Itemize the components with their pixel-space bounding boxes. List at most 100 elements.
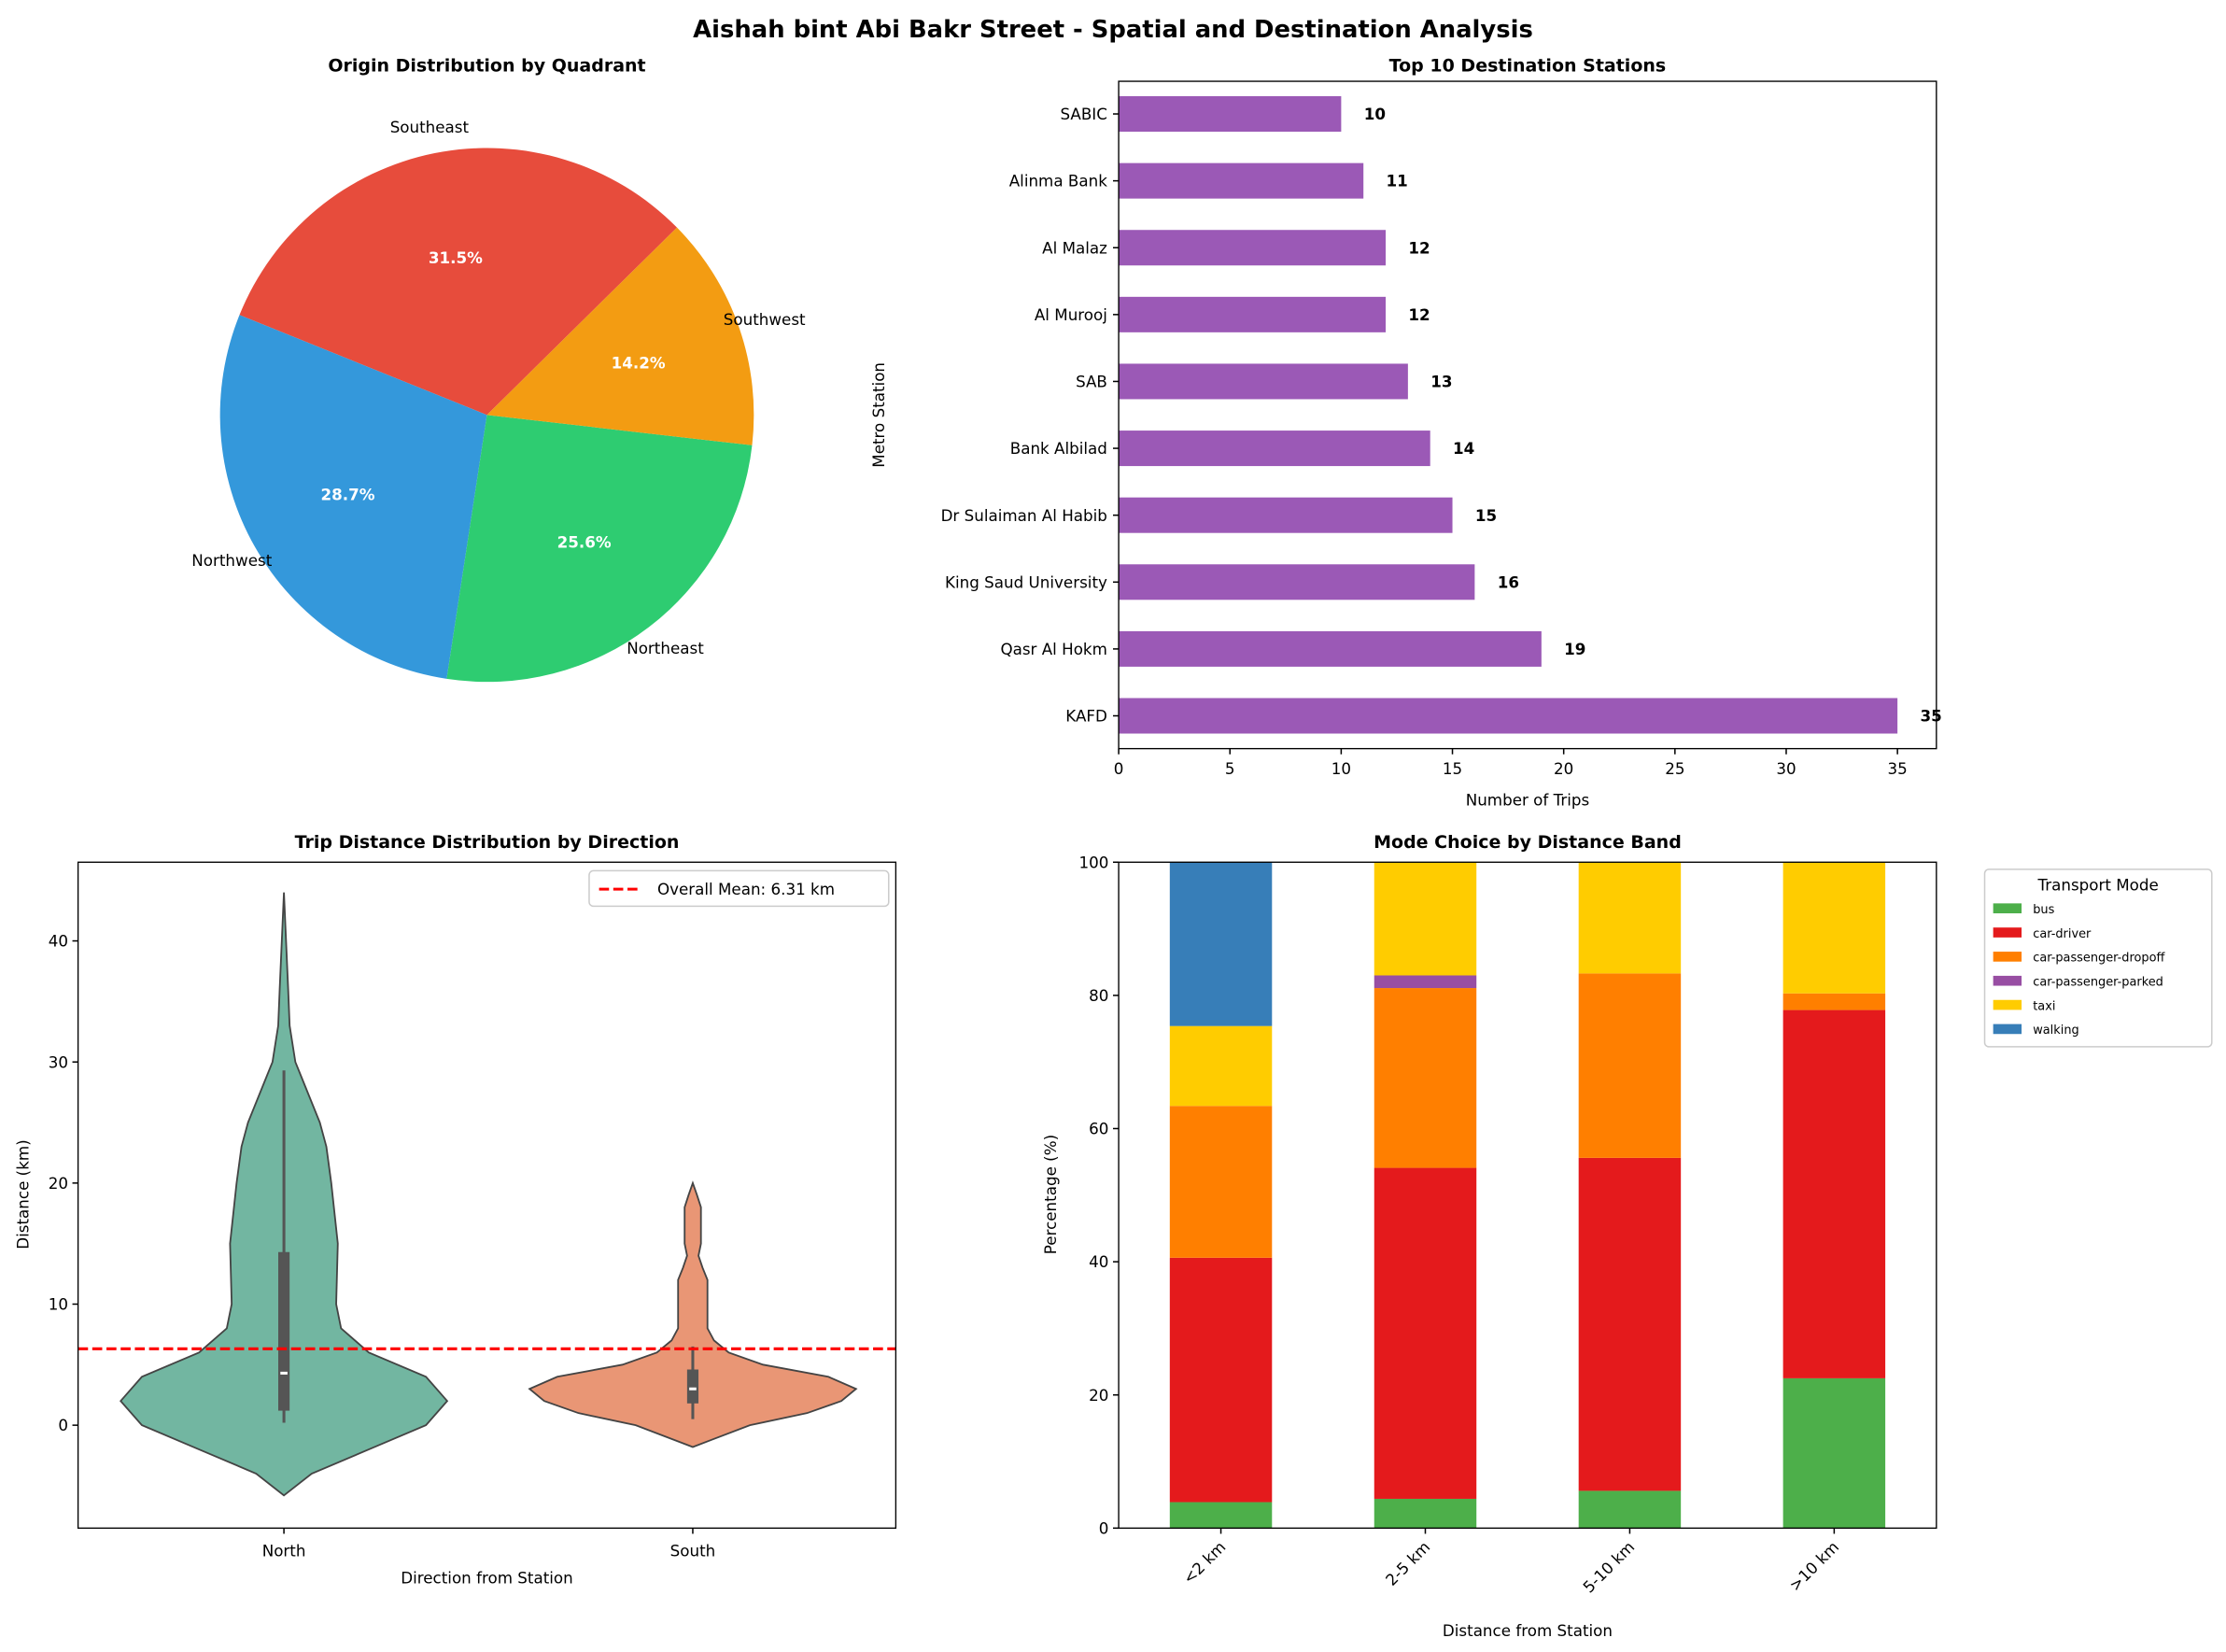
bar-segment-car-driver — [1169, 1257, 1273, 1503]
violin-chart: Trip Distance Distribution by Direction N… — [13, 832, 897, 1588]
y-tick-label: KAFD — [1065, 707, 1107, 726]
legend-box — [1983, 868, 2213, 1048]
x-tick-label: <2 km — [1179, 1537, 1230, 1588]
data-label: 13 — [1430, 373, 1452, 391]
bar-segment-car-passenger-dropoff — [1169, 1106, 1273, 1258]
chart-title: Origin Distribution by Quadrant — [328, 55, 645, 76]
y-axis-label: Metro Station — [869, 362, 888, 468]
y-tick-label: Qasr Al Hokm — [1000, 640, 1106, 658]
legend-label: walking — [2033, 1024, 2078, 1038]
y-tick-label: 20 — [49, 1174, 68, 1193]
y-axis-label: Percentage (%) — [1041, 1135, 1060, 1254]
bar-segment-car-driver — [1374, 1167, 1477, 1499]
y-tick-label: Al Murooj — [1035, 305, 1107, 324]
x-tick-label: 10 — [1331, 759, 1351, 778]
bar — [1119, 296, 1387, 332]
bar-segment-car-passenger-parked — [1374, 975, 1477, 989]
bar — [1119, 363, 1408, 400]
bar-segment-bus — [1169, 1502, 1273, 1529]
legend-label: bus — [2033, 903, 2054, 917]
y-axis-label: Distance (km) — [13, 1139, 32, 1249]
x-tick-label: >10 km — [1785, 1537, 1842, 1594]
data-label: 11 — [1387, 172, 1408, 191]
x-axis-label: Number of Trips — [1466, 790, 1590, 809]
pie-pct-label: 14.2% — [612, 353, 666, 372]
bar-segment-car-passenger-dropoff — [1578, 973, 1682, 1158]
legend-mean-label: Overall Mean: 6.31 km — [657, 880, 835, 898]
x-tick-label: 5 — [1225, 759, 1235, 778]
x-tick-label: 20 — [1554, 759, 1573, 778]
bar-segment-taxi — [1578, 862, 1682, 974]
y-tick-label: 100 — [1079, 853, 1109, 871]
bar-segment-bus — [1374, 1498, 1477, 1529]
bar-segment-car-passenger-dropoff — [1374, 988, 1477, 1168]
y-tick-label: 10 — [49, 1295, 68, 1314]
bar — [1119, 230, 1387, 266]
mode-stacked-bar-chart: Mode Choice by Distance Band <2 km 2-5 km 5… — [1041, 832, 2213, 1640]
suptitle: Aishah bint Abi Bakr Street - Spatial an… — [693, 16, 1533, 44]
y-tick-label: 20 — [1089, 1386, 1108, 1405]
y-tick-label: King Saud University — [945, 572, 1107, 591]
bar-segment-taxi — [1782, 862, 1886, 994]
y-tick-label: Alinma Bank — [1009, 172, 1107, 191]
x-tick-label: 25 — [1665, 759, 1684, 778]
y-tick-label: Bank Albilad — [1010, 439, 1107, 458]
data-label: 19 — [1564, 640, 1585, 658]
pie-label: Southeast — [390, 118, 470, 136]
y-tick-label: 0 — [1099, 1518, 1109, 1537]
pie-label: Northeast — [627, 639, 704, 657]
bar-segment-taxi — [1169, 1025, 1273, 1107]
bar-segment-car-driver — [1578, 1157, 1682, 1491]
y-tick-label: 0 — [58, 1416, 68, 1434]
destination-bar-chart: Top 10 Destination Stations SABIC 10 Alinma… — [869, 55, 1942, 809]
bar-segment-bus — [1782, 1377, 1886, 1529]
pie-label: Southwest — [724, 310, 806, 329]
x-axis-label: Distance from Station — [1443, 1621, 1613, 1640]
legend-label: car-passenger-parked — [2033, 976, 2163, 990]
x-tick-label: 2-5 km — [1382, 1537, 1434, 1589]
pie-slice-southwest — [486, 227, 754, 445]
legend-label: taxi — [2033, 999, 2055, 1013]
y-tick-label: 80 — [1089, 986, 1108, 1005]
legend-label: car-passenger-dropoff — [2033, 952, 2165, 966]
x-axis-label: Direction from Station — [401, 1569, 573, 1588]
y-tick-label: 60 — [1089, 1120, 1108, 1138]
axes-frame — [1118, 80, 1937, 750]
chart-title: Trip Distance Distribution by Direction — [295, 832, 680, 853]
axes-frame — [77, 861, 897, 1530]
y-tick-label: SABIC — [1060, 105, 1106, 123]
bar-segment-car-driver — [1782, 1010, 1886, 1378]
x-tick-label: 0 — [1114, 759, 1124, 778]
legend-swatch — [1993, 903, 2022, 914]
y-tick-label: 40 — [49, 932, 68, 951]
legend-label: car-driver — [2033, 927, 2092, 941]
pie-chart: Origin Distribution by Quadrant 31.5% Sout… — [191, 55, 806, 683]
bar — [1119, 698, 1898, 734]
bar-segment-car-passenger-dropoff — [1782, 993, 1886, 1010]
data-label: 12 — [1408, 238, 1430, 257]
y-tick-label: 40 — [1089, 1252, 1108, 1271]
iqr-box — [686, 1369, 699, 1404]
data-label: 12 — [1408, 305, 1430, 324]
bar-segment-bus — [1578, 1490, 1682, 1529]
legend: Transport Mode bus car-driver car-passenger… — [1983, 868, 2213, 1048]
bar — [1119, 630, 1542, 667]
pie-slice-northwest — [219, 315, 487, 679]
legend-swatch — [1993, 1024, 2022, 1035]
axes-frame — [1118, 861, 1937, 1530]
legend-swatch — [1993, 975, 2022, 986]
pie-pct-label: 28.7% — [320, 485, 374, 503]
x-tick-label: South — [670, 1542, 716, 1560]
pie-pct-label: 25.6% — [557, 533, 612, 552]
bar — [1119, 564, 1475, 600]
pie-slice-northeast — [446, 415, 753, 683]
data-label: 16 — [1498, 572, 1519, 591]
data-label: 10 — [1364, 105, 1386, 123]
bar-segment-walking — [1169, 862, 1273, 1026]
pie-slice-southeast — [239, 148, 678, 416]
data-label: 14 — [1453, 439, 1474, 458]
legend-swatch — [1993, 927, 2022, 938]
pie-label: Northwest — [191, 551, 272, 570]
legend-swatch — [1993, 952, 2022, 962]
